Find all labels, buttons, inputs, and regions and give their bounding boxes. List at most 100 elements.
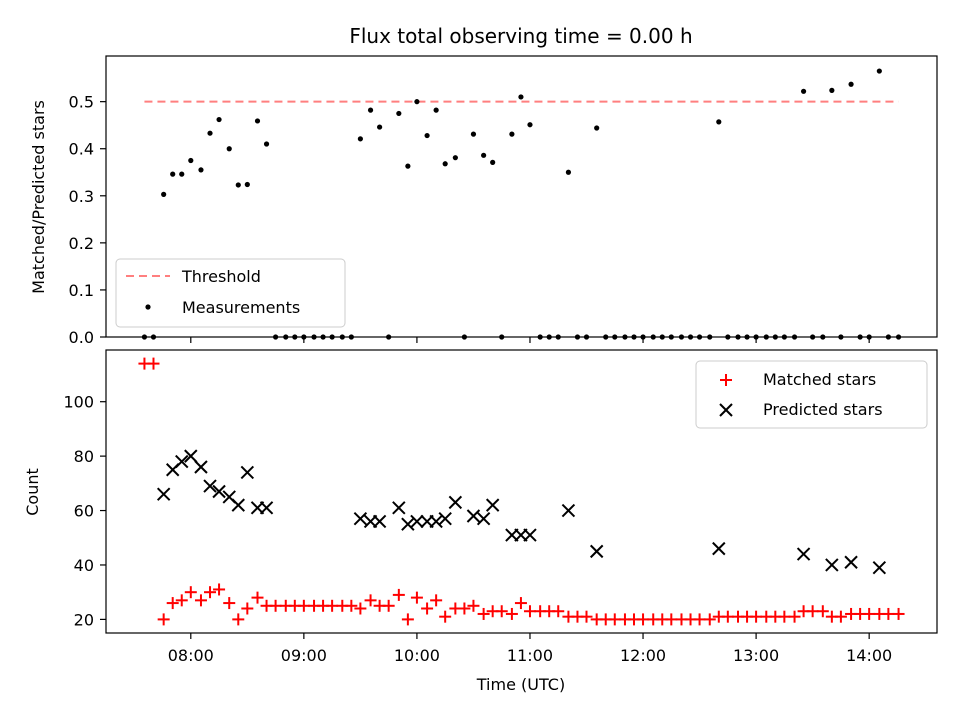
measurement-point [226, 146, 232, 152]
count-x-tick-label: 08:00 [168, 646, 214, 665]
matched-star-point [392, 588, 405, 601]
matched-star-point [750, 610, 763, 623]
matched-star-point [354, 602, 367, 615]
predicted-star-point [401, 517, 415, 531]
matched-star-point [477, 607, 490, 620]
ratio-y-tick-label: 0.3 [69, 187, 94, 206]
measurement-point [452, 155, 458, 161]
matched-star-point [693, 613, 706, 626]
count-y-ticks: 20 40 60 80 100 [63, 393, 106, 629]
count-x-tick-label: 14:00 [846, 646, 892, 665]
measurement-point [829, 87, 835, 93]
count-x-tick-label: 10:00 [394, 646, 440, 665]
measurement-point [216, 116, 222, 123]
predicted-star-point [589, 544, 604, 559]
chart-title: Flux total observing time = 0.00 h [349, 24, 692, 48]
matched-star-point [505, 607, 518, 620]
count-panel: 20 40 60 80 100 08:00 09:00 10:00 11:00 12:00 13:… [23, 349, 938, 694]
count-y-tick-label: 100 [63, 393, 94, 412]
matched-star-point [882, 607, 895, 620]
matched-star-point [552, 605, 565, 618]
ratio-y-ticks: 0.0 0.1 0.2 0.3 0.4 0.5 [69, 93, 106, 347]
matched-star-point [382, 599, 395, 612]
matched-star-point [326, 599, 339, 612]
matched-star-points [138, 357, 905, 626]
matched-star-point [410, 591, 423, 604]
measurement-point [509, 131, 515, 137]
legend-threshold-label: Threshold [181, 267, 261, 286]
ratio-y-tick-label: 0.0 [69, 328, 94, 347]
matched-star-point [401, 613, 414, 626]
ratio-legend-box [115, 258, 346, 328]
matched-star-point [703, 613, 716, 626]
matched-star-point [665, 613, 678, 626]
legend-measurements-swatch [145, 304, 151, 310]
x-axis-label: Time (UTC) [476, 675, 565, 694]
matched-star-point [834, 610, 847, 623]
matched-star-point [157, 613, 170, 626]
measurement-point [848, 81, 854, 87]
predicted-star-point [392, 501, 406, 515]
measurement-point [800, 88, 807, 94]
ratio-y-axis-label: Matched/Predicted stars [29, 100, 48, 294]
measurement-point [170, 171, 176, 177]
matched-star-point [184, 586, 197, 599]
measurement-point [433, 107, 439, 113]
predicted-star-point [175, 454, 189, 469]
measurement-point [481, 152, 487, 158]
matched-star-point [421, 602, 434, 615]
predicted-star-point [448, 495, 463, 510]
predicted-star-point [259, 501, 274, 515]
count-y-tick-label: 20 [74, 610, 94, 629]
matched-star-point [241, 602, 254, 615]
matched-star-point [430, 594, 443, 607]
matched-star-point [608, 613, 621, 626]
count-y-tick-label: 60 [74, 502, 94, 521]
count-x-tick-label: 11:00 [507, 646, 553, 665]
matched-star-point [232, 613, 245, 626]
ratio-y-tick-label: 0.4 [69, 140, 94, 159]
predicted-star-point [872, 560, 887, 575]
count-y-tick-label: 40 [74, 556, 94, 575]
measurement-point [235, 182, 241, 188]
predicted-star-point [561, 503, 576, 518]
matched-star-point [297, 599, 310, 612]
ratio-legend: Threshold Measurements [115, 258, 346, 328]
measurement-point [424, 132, 430, 139]
predicted-star-point [372, 514, 387, 529]
measurement-point [263, 141, 270, 147]
predicted-star-point [825, 558, 839, 572]
matched-star-point [223, 597, 236, 610]
measurement-point [414, 99, 420, 105]
predicted-star-point [212, 484, 226, 499]
predicted-star-point [240, 465, 255, 480]
predicted-star-point [184, 449, 198, 463]
matched-star-point [147, 357, 160, 370]
matched-star-point [269, 599, 282, 612]
measurement-point [188, 157, 194, 164]
measurement-point [594, 125, 600, 131]
matched-star-point [892, 607, 905, 620]
measurement-point [198, 167, 204, 173]
legend-matched-label: Matched stars [763, 370, 876, 389]
ratio-axes-frame [105, 55, 938, 338]
measurement-point [357, 136, 363, 142]
ratio-y-tick-label: 0.5 [69, 93, 94, 112]
predicted-star-point [353, 512, 368, 526]
matched-star-point [863, 607, 876, 620]
predicted-star-point [438, 512, 452, 526]
predicted-star-point [194, 460, 208, 474]
matched-star-point [580, 610, 593, 623]
matched-star-point [721, 610, 734, 623]
matched-star-point [816, 605, 829, 618]
predicted-star-point [485, 498, 500, 512]
matched-star-point [175, 594, 188, 607]
predicted-star-point [844, 555, 858, 569]
predicted-star-point [523, 528, 537, 542]
count-x-tick-label: 09:00 [281, 646, 327, 665]
matched-star-point [806, 605, 819, 618]
count-axes-frame [105, 349, 938, 634]
ratio-y-tick-label: 0.1 [69, 281, 94, 300]
count-x-tick-label: 13:00 [733, 646, 779, 665]
